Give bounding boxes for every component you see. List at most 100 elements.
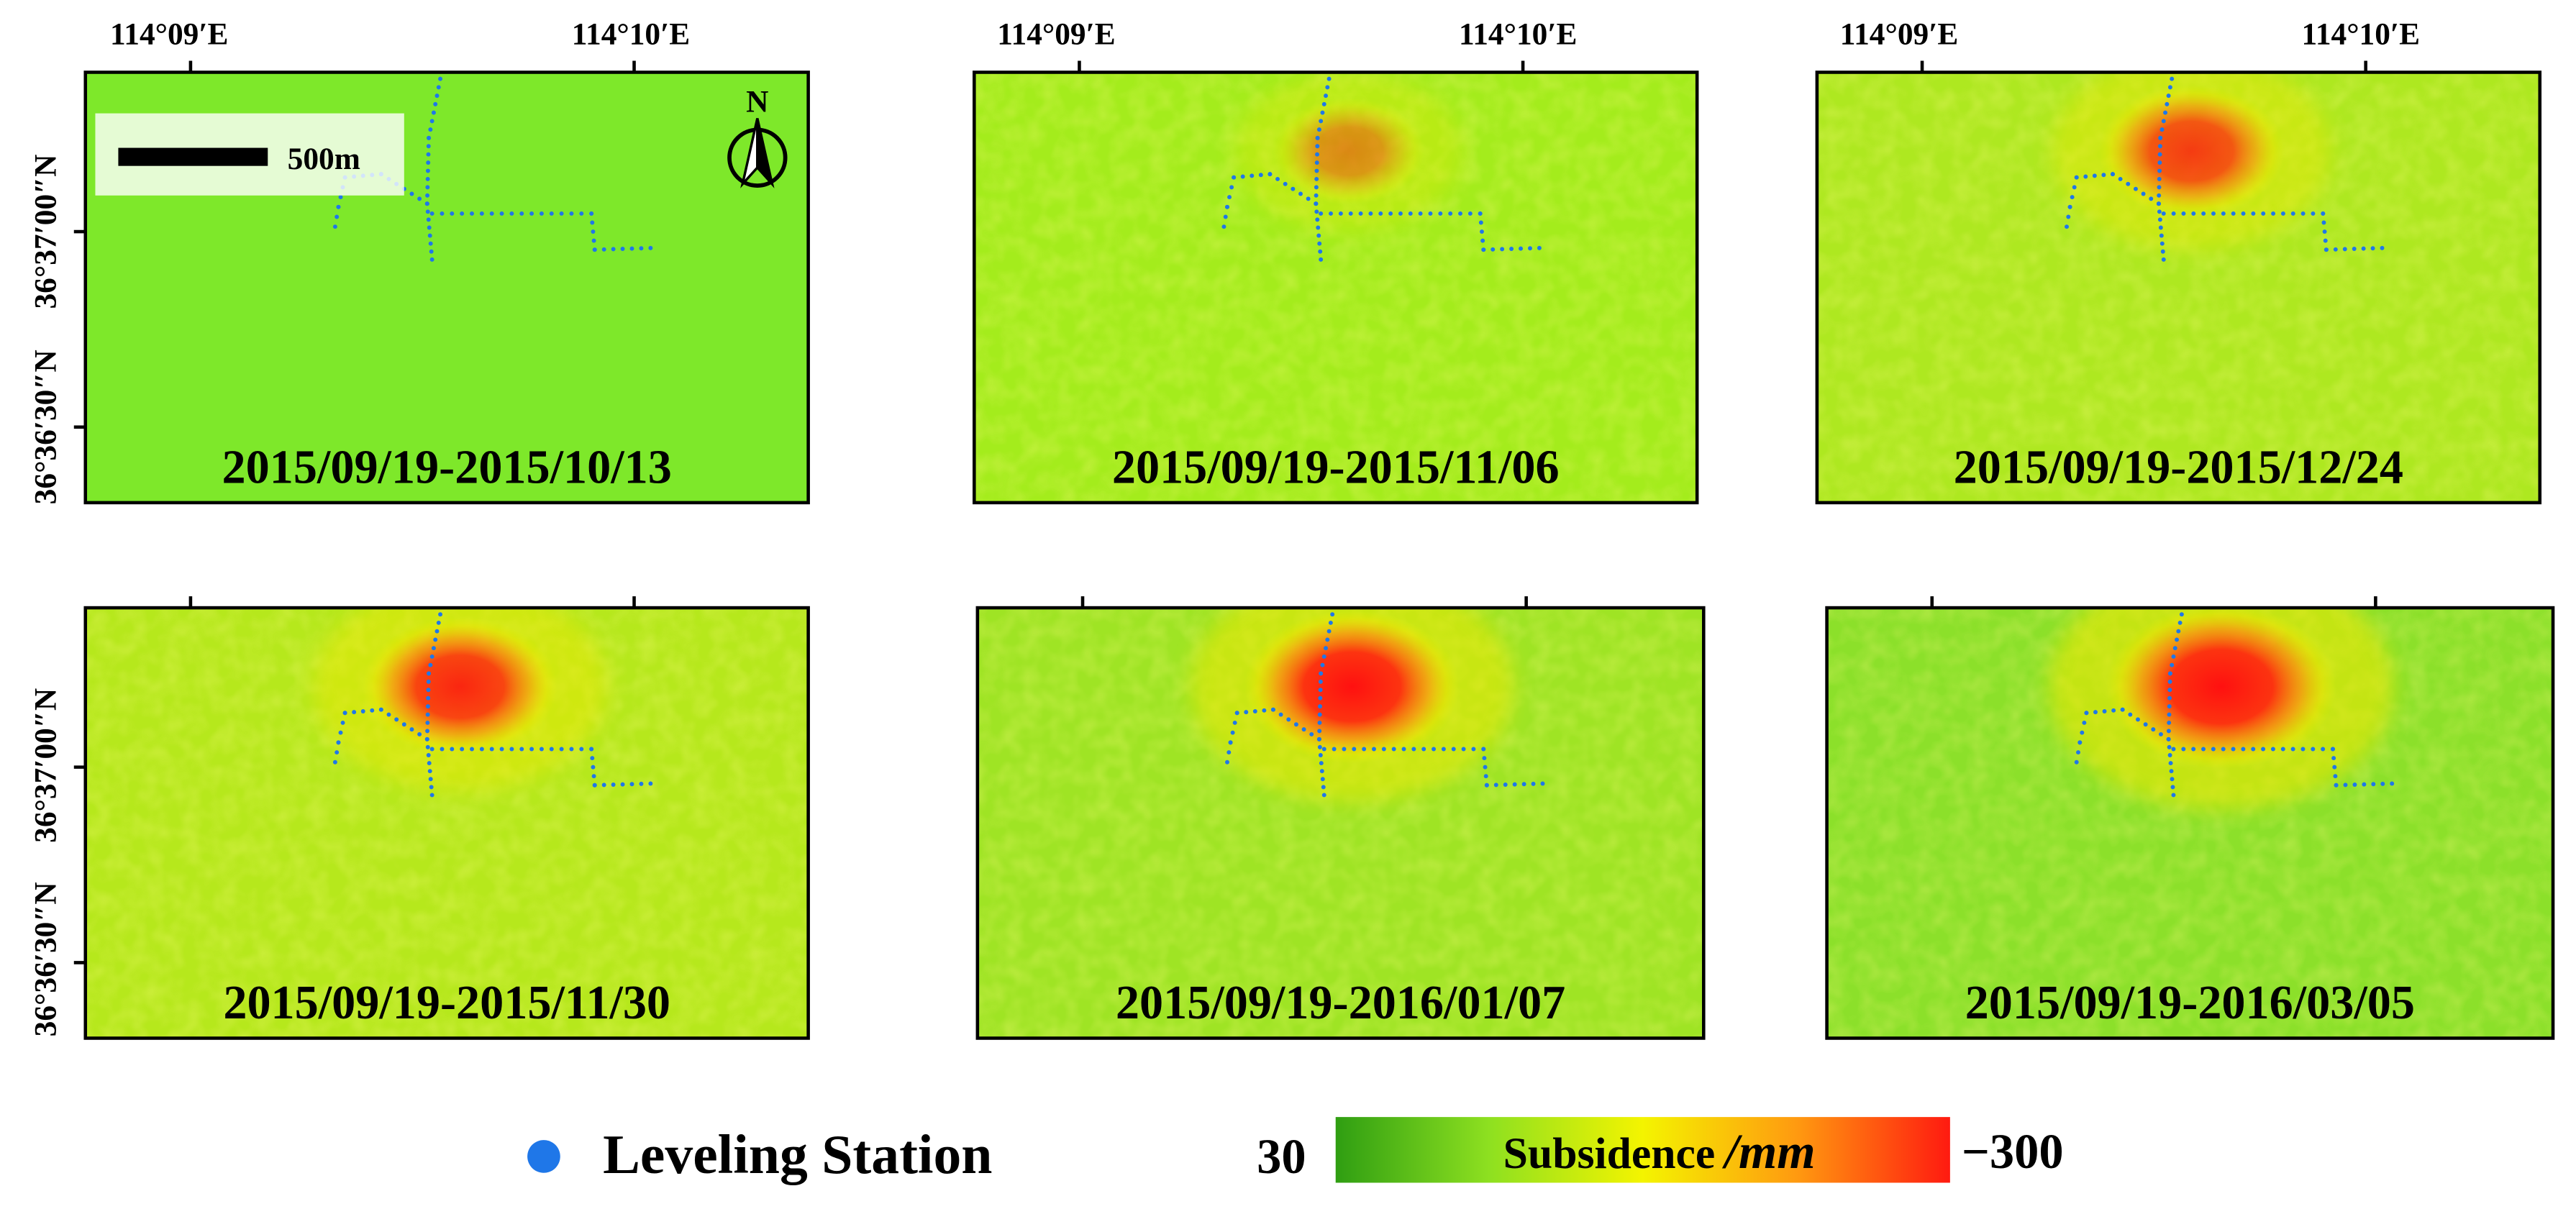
leveling-station-point — [2251, 211, 2256, 216]
leveling-station-point — [1408, 211, 1413, 216]
leveling-station-point — [332, 759, 337, 765]
leveling-station-point — [2171, 654, 2176, 659]
leveling-station-point — [2261, 747, 2266, 752]
leveling-station-point — [1411, 747, 1416, 752]
leveling-station-point — [334, 750, 340, 755]
leveling-station-point — [2322, 229, 2327, 234]
leveling-station-point — [460, 211, 465, 216]
leveling-station-point — [1342, 747, 1347, 752]
map-panel: 2015/09/19-2015/11/06 — [973, 60, 1699, 505]
leveling-station-point — [1316, 233, 1321, 238]
leveling-station-point — [2333, 774, 2338, 779]
leveling-station-point — [2191, 211, 2196, 216]
leveling-station-point — [2211, 211, 2216, 216]
lon-tick-label: 114°09′E — [1840, 17, 1959, 52]
leveling-station-point — [2171, 211, 2176, 216]
panel-date-label: 2015/09/19-2016/01/07 — [1116, 977, 1565, 1029]
leveling-station-point — [2271, 211, 2276, 216]
leveling-station-point — [436, 85, 441, 90]
leveling-station-point — [1320, 662, 1325, 667]
leveling-station-point — [470, 211, 474, 216]
leveling-station-point — [1316, 736, 1321, 742]
leveling-station-point — [1329, 211, 1333, 216]
leveling-station-point — [1250, 173, 1255, 178]
leveling-station-point — [2128, 712, 2133, 717]
leveling-station-point — [2342, 247, 2347, 252]
leveling-station-point — [1317, 241, 1322, 246]
leveling-station-point — [1321, 785, 1326, 790]
leveling-station-point — [1319, 257, 1324, 262]
leveling-station-point — [426, 217, 431, 222]
leveling-station-point — [1319, 769, 1324, 774]
scale-bar-label: 500m — [288, 142, 360, 176]
leveling-station-point — [426, 695, 431, 701]
leveling-station-point — [591, 238, 596, 243]
leveling-stations — [332, 612, 653, 798]
leveling-station-point — [1391, 747, 1396, 752]
leveling-station-point — [2169, 769, 2174, 774]
leveling-station-point — [2072, 185, 2077, 190]
leveling-station-point — [1332, 747, 1337, 752]
leveling-station-point — [2074, 175, 2079, 180]
leveling-station-point — [1221, 224, 1226, 229]
leveling-station-point — [334, 214, 340, 219]
leveling-station-point — [431, 110, 436, 115]
leveling-station-point — [2067, 204, 2072, 209]
leveling-station-point — [2166, 93, 2171, 99]
leveling-station-point — [579, 211, 584, 216]
leveling-station-point — [2191, 747, 2196, 752]
map-panel: 2015/09/19-2015/12/24 — [1815, 60, 2542, 505]
leveling-station-point — [1318, 704, 1323, 709]
leveling-station-point — [1398, 211, 1403, 216]
lat-tick-label: 36°37′00″N — [29, 155, 63, 309]
leveling-station-point — [1428, 211, 1433, 216]
leveling-station-point — [1318, 695, 1323, 701]
leveling-station-point — [2074, 759, 2079, 765]
legend: Leveling Station 30 −300 Subsidence /mm — [527, 1117, 2064, 1185]
leveling-station-point — [428, 241, 433, 246]
leveling-stations — [2065, 76, 2385, 262]
leveling-station-point — [1234, 711, 1239, 716]
leveling-station-point — [2201, 747, 2206, 752]
leveling-station-point — [429, 747, 434, 752]
panel-date-label: 2015/09/19-2015/10/13 — [222, 441, 672, 493]
leveling-station-point — [431, 646, 436, 651]
leveling-station-point — [409, 191, 414, 196]
leveling-station-point — [1325, 637, 1330, 642]
leveling-station-point — [1227, 195, 1232, 200]
leveling-station-point — [1324, 646, 1328, 651]
leveling-station-point — [1381, 747, 1386, 752]
leveling-station-point — [2161, 119, 2166, 124]
leveling-station-point — [2166, 729, 2171, 734]
lon-tick-label: 114°10′E — [572, 17, 691, 52]
leveling-station-point — [1388, 211, 1393, 216]
leveling-station-point — [559, 747, 564, 752]
leveling-station-point — [1314, 209, 1319, 214]
leveling-station-point — [2083, 174, 2088, 179]
leveling-station-point — [2332, 765, 2337, 770]
leveling-station-point — [1318, 688, 1323, 693]
leveling-station-point — [569, 747, 574, 752]
leveling-station-point — [470, 747, 474, 752]
leveling-station-point — [1325, 85, 1330, 90]
leveling-station-point — [2241, 747, 2246, 752]
leveling-station-point — [2170, 785, 2175, 790]
map-panel-frame — [1825, 606, 2555, 1040]
leveling-station-point — [1471, 747, 1476, 752]
map-panel-frame — [83, 606, 810, 1040]
leveling-station-point — [433, 637, 438, 642]
leveling-station-point — [427, 761, 432, 766]
colorbar — [1335, 1117, 1950, 1183]
subsidence-bowl — [1273, 98, 1425, 205]
leveling-station-point — [2331, 747, 2335, 752]
leveling-station-point — [1319, 211, 1324, 216]
leveling-station-point — [427, 225, 432, 230]
leveling-station-point — [2333, 247, 2338, 252]
leveling-station-point — [2167, 671, 2172, 676]
leveling-station-point — [2093, 710, 2098, 715]
leveling-station-point — [1480, 238, 1485, 243]
leveling-station-point — [2101, 173, 2106, 178]
map-panel: 2015/09/19-2016/01/07 — [975, 596, 1706, 1040]
leveling-station-point — [2076, 750, 2080, 755]
